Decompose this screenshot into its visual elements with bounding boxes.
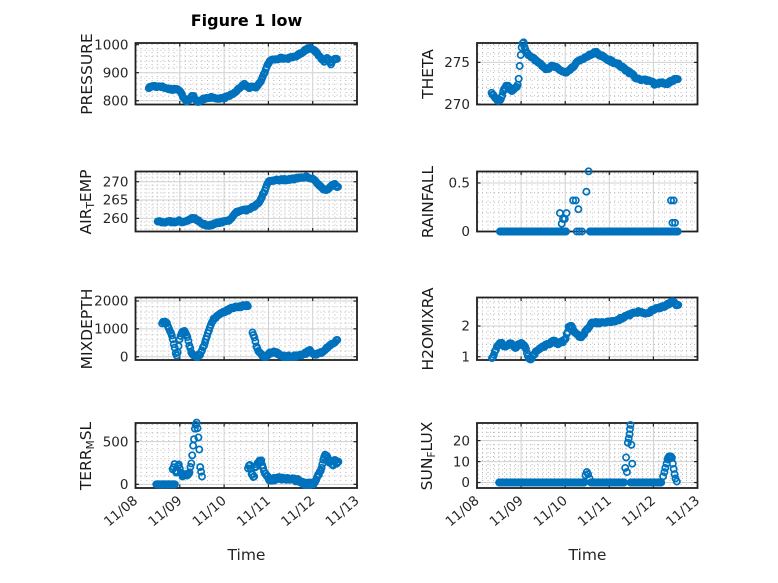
series-air-temp (153, 172, 342, 230)
series-h2omixra (488, 297, 683, 364)
ytick-label-air-temp: 260 (103, 211, 129, 227)
ytick-label-pressure: 800 (103, 93, 129, 109)
xtick-label: 11/11 (575, 493, 615, 530)
ylabel-mixdepth: MIXDEPTH (77, 288, 96, 370)
xtick-label: 11/08 (101, 493, 141, 530)
ytick-label-theta: 275 (444, 55, 470, 71)
xtick-label: 11/09 (145, 493, 185, 530)
ylabel-air-temp: AIRTEMP (76, 169, 97, 234)
xtick-label: 11/12 (619, 493, 659, 530)
ytick-label-sun-flux: 10 (453, 454, 470, 470)
ytick-label-rainfall: 0 (461, 224, 470, 240)
ytick-label-sun-flux: 20 (453, 433, 470, 449)
ytick-label-mixdepth: 1000 (94, 322, 128, 338)
ytick-label-terr-msl: 500 (103, 434, 129, 450)
ylabel-pressure: PRESSURE (77, 33, 96, 115)
plot-air-temp: 260 265 270 (103, 170, 358, 233)
ytick-label-air-temp: 270 (103, 174, 129, 190)
ytick-label-sun-flux: 0 (461, 475, 470, 491)
ylabel-rainfall: RAINFALL (419, 165, 437, 238)
series-rainfall (495, 167, 682, 236)
xtick-label: 11/09 (487, 493, 527, 530)
series-sun-flux (495, 420, 681, 487)
xtick-label: 11/13 (663, 493, 703, 530)
series-terr-msl (152, 418, 343, 490)
xlabel-time-left: Time (227, 546, 266, 564)
xtick-label: 11/13 (322, 493, 362, 530)
ytick-label-terr-msl: 0 (120, 477, 129, 493)
ylabel-h2omixra: H2OMIXRA (419, 287, 437, 371)
series-pressure (144, 43, 341, 106)
ytick-label-mixdepth: 0 (120, 349, 129, 365)
figure-title: Figure 1 low (190, 11, 303, 30)
ytick-label-h2omixra: 2 (461, 319, 470, 335)
plot-rainfall: 00.5 (449, 167, 699, 240)
plot-theta: 270 275 (444, 38, 699, 113)
ylabel-theta: THETA (419, 48, 437, 99)
plot-mixdepth: 0 1000 2000 (94, 294, 358, 365)
ytick-label-theta: 270 (444, 97, 470, 113)
xlabel-time-right: Time (568, 546, 607, 564)
xtick-label: 11/08 (442, 493, 482, 530)
xtick-label: 11/11 (234, 493, 274, 530)
ytick-label-mixdepth: 2000 (94, 294, 128, 310)
plot-h2omixra: 12 (461, 296, 699, 365)
plot-pressure: 800 900 1000 (94, 37, 358, 109)
series-theta (487, 38, 682, 105)
xtick-label: 11/10 (531, 493, 571, 530)
ytick-label-pressure: 900 (103, 65, 129, 81)
xtick-label: 11/12 (278, 493, 318, 530)
plot-terr-msl: 0 500 11/08 11/09 11/10 11/11 11/12 11/13 (101, 418, 363, 530)
ytick-label-pressure: 1000 (94, 37, 128, 53)
xtick-label: 11/10 (190, 493, 230, 530)
ytick-label-h2omixra: 1 (461, 349, 470, 365)
plot-sun-flux: 0 10 20 11/08 11/09 11/10 11/11 11/12 11/13 (442, 420, 703, 530)
series-mixdepth (158, 300, 342, 362)
ytick-label-air-temp: 265 (103, 193, 129, 209)
ylabel-sun-flux: SUNFLUX (418, 421, 438, 490)
ylabel-terr-msl: TERRMSL (76, 421, 97, 490)
ytick-label-rainfall: 0.5 (449, 176, 470, 192)
